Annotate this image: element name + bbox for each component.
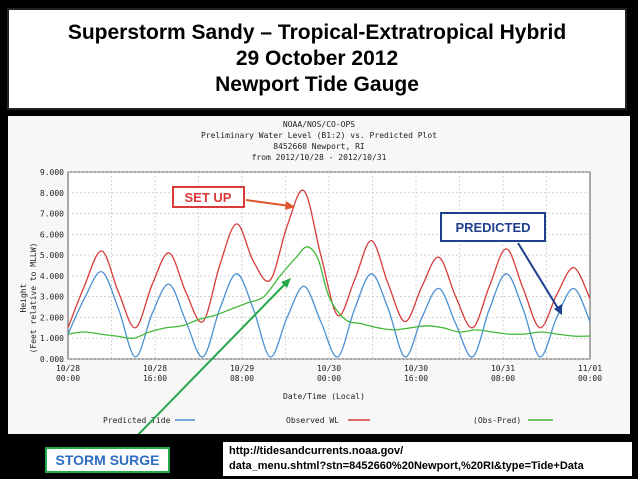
y-tick-label: 1.000 xyxy=(40,334,64,343)
y-tick-label: 3.000 xyxy=(40,293,64,302)
grid-layer xyxy=(67,171,591,360)
x-tick-time: 00:00 xyxy=(317,374,341,383)
y-axis-label-1: Height xyxy=(19,283,28,312)
source-url-line-2: data_menu.shtml?stn=8452660%20Newport,%2… xyxy=(229,460,584,472)
setup-arrow-head xyxy=(285,201,295,210)
title-line-1: Superstorm Sandy – Tropical-Extratropica… xyxy=(67,21,567,44)
x-tick-date: 10/28 xyxy=(56,364,80,373)
x-tick-time: 16:00 xyxy=(143,374,167,383)
predicted-tide-line xyxy=(67,271,591,358)
y-tick-label: 0.000 xyxy=(40,355,64,364)
x-tick-date: 10/30 xyxy=(404,364,428,373)
title-box: Superstorm Sandy – Tropical-Extratropica… xyxy=(7,8,627,110)
y-tick-label: 7.000 xyxy=(40,210,64,219)
legend-predicted-label: Predicted Tide xyxy=(103,416,171,425)
chart-header-1: NOAA/NOS/CO-OPS xyxy=(283,120,355,129)
predicted-annotation-box xyxy=(440,212,546,242)
chart-panel: NOAA/NOS/CO-OPS Preliminary Water Level … xyxy=(8,116,630,434)
title-line-2: 29 October 2012 xyxy=(235,47,399,70)
y-tick-label: 6.000 xyxy=(40,230,64,239)
y-tick-label: 4.000 xyxy=(40,272,64,281)
chart-header-4: from 2012/10/28 - 2012/10/31 xyxy=(252,153,387,162)
legend-observed-label: Observed WL xyxy=(286,416,339,425)
x-tick-time: 08:00 xyxy=(491,374,515,383)
x-tick-date: 11/01 xyxy=(578,364,602,373)
chart-header-3: 8452660 Newport, RI xyxy=(273,142,365,151)
setup-arrow-line xyxy=(245,199,291,207)
residual-line xyxy=(67,246,591,339)
x-tick-time: 00:00 xyxy=(56,374,80,383)
x-axis-label: Date/Time (Local) xyxy=(283,392,365,401)
setup-annotation-text: SET UP xyxy=(185,190,232,205)
source-url-line-1: http://tidesandcurrents.noaa.gov/ xyxy=(229,445,404,457)
legend-residual-label: (Obs-Pred) xyxy=(473,416,521,425)
tide-chart: NOAA/NOS/CO-OPS Preliminary Water Level … xyxy=(19,120,602,434)
chart-header-2: Preliminary Water Level (B1:2) vs. Predi… xyxy=(201,131,437,140)
x-tick-time: 08:00 xyxy=(230,374,254,383)
series-layer xyxy=(67,189,591,358)
setup-annotation-box xyxy=(172,186,245,208)
y-tick-label: 8.000 xyxy=(40,189,64,198)
title-line-3: Newport Tide Gauge xyxy=(215,73,419,96)
storm-surge-label: STORM SURGE xyxy=(45,447,170,473)
predicted-annotation-text: PREDICTED xyxy=(455,220,530,235)
predicted-arrow-head xyxy=(554,304,562,315)
y-tick-label: 2.000 xyxy=(40,313,64,322)
surge-arrow-line xyxy=(137,281,288,434)
surge-arrow-head xyxy=(281,278,291,288)
x-tick-time: 16:00 xyxy=(404,374,428,383)
predicted-arrow-line xyxy=(517,242,560,311)
source-url-box: http://tidesandcurrents.noaa.gov/ data_m… xyxy=(223,442,632,476)
x-tick-date: 10/29 xyxy=(230,364,254,373)
y-axis-label-2: (Feet relative to MLLW) xyxy=(29,243,38,354)
y-tick-label: 9.000 xyxy=(40,168,64,177)
x-tick-date: 10/28 xyxy=(143,364,167,373)
y-tick-label: 5.000 xyxy=(40,251,64,260)
observed-wl-line xyxy=(67,189,591,329)
axis-layer: 0.000 1.000 2.000 3.000 4.000 5.000 6.000 7.000… xyxy=(40,168,602,383)
x-tick-date: 10/31 xyxy=(491,364,515,373)
x-tick-date: 10/30 xyxy=(317,364,341,373)
x-tick-time: 00:00 xyxy=(578,374,602,383)
